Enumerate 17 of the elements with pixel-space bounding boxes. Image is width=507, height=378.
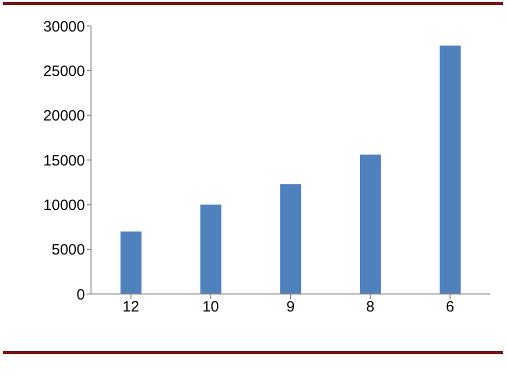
bar [440,46,461,294]
bar [280,184,302,294]
y-tick-label: 0 [76,286,85,304]
y-tick-label: 15000 [43,152,85,170]
x-tick-label: 6 [446,298,454,316]
bar [120,231,142,294]
y-tick-label: 20000 [43,108,85,125]
bar [360,154,381,294]
x-tick-label: 12 [122,298,140,316]
y-tick-label: 30000 [43,18,85,36]
y-tick-label: 10000 [43,196,85,214]
bar [200,204,222,294]
y-tick-label: 5000 [52,242,85,259]
y-tick-label: 25000 [43,62,85,80]
x-tick-label: 9 [286,298,295,316]
x-tick-label: 10 [202,298,220,316]
x-tick-label: 8 [366,298,374,316]
